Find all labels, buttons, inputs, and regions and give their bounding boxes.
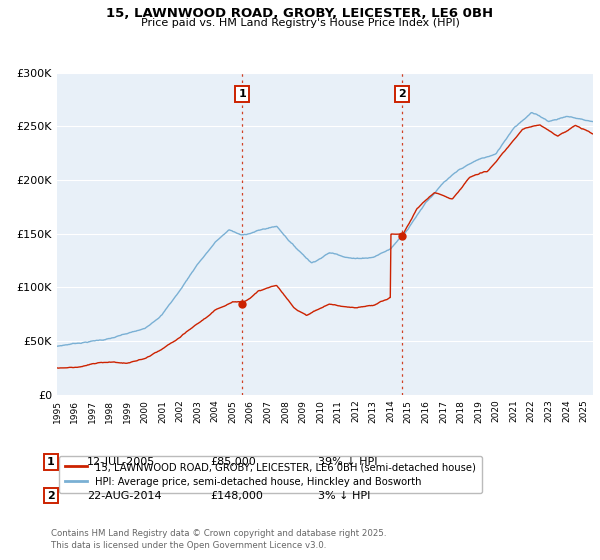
Text: 3% ↓ HPI: 3% ↓ HPI xyxy=(318,491,370,501)
Text: 12-JUL-2005: 12-JUL-2005 xyxy=(87,457,155,467)
Text: 22-AUG-2014: 22-AUG-2014 xyxy=(87,491,161,501)
Text: 15, LAWNWOOD ROAD, GROBY, LEICESTER, LE6 0BH: 15, LAWNWOOD ROAD, GROBY, LEICESTER, LE6… xyxy=(106,7,494,20)
Text: Contains HM Land Registry data © Crown copyright and database right 2025.
This d: Contains HM Land Registry data © Crown c… xyxy=(51,529,386,550)
Text: 2: 2 xyxy=(398,88,406,99)
Text: Price paid vs. HM Land Registry's House Price Index (HPI): Price paid vs. HM Land Registry's House … xyxy=(140,18,460,28)
Text: 1: 1 xyxy=(47,457,55,467)
Text: 1: 1 xyxy=(238,88,246,99)
Legend: 15, LAWNWOOD ROAD, GROBY, LEICESTER, LE6 0BH (semi-detached house), HPI: Average: 15, LAWNWOOD ROAD, GROBY, LEICESTER, LE6… xyxy=(59,456,482,493)
Text: 2: 2 xyxy=(47,491,55,501)
Text: £148,000: £148,000 xyxy=(210,491,263,501)
Text: £85,000: £85,000 xyxy=(210,457,256,467)
Text: 39% ↓ HPI: 39% ↓ HPI xyxy=(318,457,377,467)
